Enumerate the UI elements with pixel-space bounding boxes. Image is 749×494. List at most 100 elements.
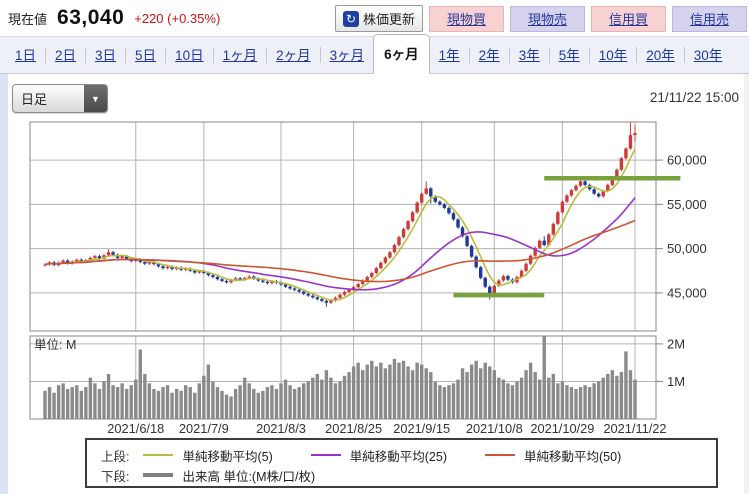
candle-body xyxy=(451,213,456,220)
volume-bar xyxy=(206,364,211,419)
volume-bar xyxy=(315,373,320,419)
tab-separator xyxy=(45,47,47,63)
candle-body xyxy=(301,291,306,294)
candle-body xyxy=(229,280,233,283)
candle-body xyxy=(619,158,624,170)
tab-period-5[interactable]: 1ヶ月 xyxy=(222,48,258,63)
volume-bar xyxy=(47,387,52,419)
volume-bar xyxy=(292,388,297,419)
margin-buy-button[interactable]: 信用買 xyxy=(591,5,666,32)
tab-period-1[interactable]: 2日 xyxy=(55,48,77,63)
volume-bar xyxy=(342,375,347,419)
tab-period-4[interactable]: 10日 xyxy=(175,48,204,63)
volume-bar xyxy=(628,370,633,419)
tab-period-7[interactable]: 3ヶ月 xyxy=(329,48,365,63)
tab-period-11[interactable]: 3年 xyxy=(518,48,540,63)
candle-body xyxy=(233,278,238,281)
chart-type-dropdown[interactable]: 日足 ▼ xyxy=(12,84,108,113)
candle-body xyxy=(106,252,111,256)
volume-bar xyxy=(542,336,546,419)
legend-swatch xyxy=(143,473,174,477)
cash-sell-button[interactable]: 現物売 xyxy=(510,5,585,32)
candle-body xyxy=(410,212,415,222)
volume-bar xyxy=(93,383,97,419)
volume-bar xyxy=(619,372,624,419)
change-amount: +220 xyxy=(134,10,164,26)
cash-buy-button[interactable]: 現物買 xyxy=(429,5,504,32)
candle-body xyxy=(324,300,329,303)
tab-period-9[interactable]: 1年 xyxy=(438,48,460,63)
volume-bar xyxy=(374,366,379,419)
margin-sell-button[interactable]: 信用売 xyxy=(672,5,747,32)
candle-body xyxy=(624,148,628,159)
legend-swatch xyxy=(310,454,341,456)
x-axis-label: 2021/10/29 xyxy=(530,421,594,436)
candle-body xyxy=(256,278,261,281)
candle-body xyxy=(283,284,288,287)
volume-bar xyxy=(351,366,356,419)
volume-bar xyxy=(633,379,637,419)
volume-bar xyxy=(288,385,292,419)
candle-body xyxy=(492,285,497,294)
volume-bar xyxy=(256,392,261,419)
candle-body xyxy=(147,261,152,264)
volume-bar xyxy=(242,377,247,419)
tab-period-15[interactable]: 30年 xyxy=(693,48,723,63)
price-panel-border xyxy=(29,121,657,332)
volume-bar xyxy=(460,368,465,419)
tab-period-10[interactable]: 2年 xyxy=(478,48,500,63)
candle-body xyxy=(424,188,428,194)
candle-body xyxy=(183,268,188,270)
x-axis-label: 2021/6/18 xyxy=(107,421,164,436)
tab-period-0[interactable]: 1日 xyxy=(15,48,37,63)
candle-body xyxy=(297,289,301,292)
volume-bar xyxy=(283,379,288,419)
candle-body xyxy=(202,271,206,273)
candle-body xyxy=(542,240,546,246)
volume-bar xyxy=(147,383,152,419)
volume-bar xyxy=(120,383,124,419)
volume-bar xyxy=(601,377,605,419)
volume-bar xyxy=(97,388,102,419)
volume-bar xyxy=(551,373,556,419)
volume-bar xyxy=(528,362,533,419)
candle-body xyxy=(365,276,369,281)
tab-period-12[interactable]: 5年 xyxy=(558,48,580,63)
chevron-down-icon[interactable]: ▼ xyxy=(84,85,107,112)
volume-bar xyxy=(138,349,143,419)
volume-axis-label: 2M xyxy=(667,336,685,351)
volume-bar xyxy=(111,385,115,419)
legend-item: 単純移動平均(5) xyxy=(143,446,273,465)
candle-body xyxy=(615,169,619,179)
refresh-quote-button[interactable]: ↻ 株価更新 xyxy=(334,5,423,32)
period-tabbar: 1日 2日 3日 5日 10日 1ヶ月 2ヶ月 3ヶ月 6ヶ月 1年 2年 3年 5年 10年 20年 30年 xyxy=(0,34,749,74)
candle-body xyxy=(165,266,170,269)
candle-body xyxy=(97,256,102,259)
volume-bar xyxy=(261,390,265,419)
tab-period-14[interactable]: 20年 xyxy=(646,48,675,63)
candle-body xyxy=(220,279,224,281)
volume-bar xyxy=(615,375,619,419)
candle-body xyxy=(156,264,161,267)
volume-bar xyxy=(220,390,224,419)
candle-body xyxy=(311,295,315,298)
tab-period-3[interactable]: 5日 xyxy=(135,48,157,63)
candle-body xyxy=(111,252,115,255)
volume-bar xyxy=(165,385,170,419)
x-axis-label: 2021/10/8 xyxy=(466,421,523,436)
candle-body xyxy=(596,193,601,197)
volume-bar xyxy=(397,362,401,419)
volume-bar xyxy=(265,387,270,419)
tab-separator xyxy=(319,47,321,63)
tab-period-6[interactable]: 2ヶ月 xyxy=(276,48,311,63)
candle-body xyxy=(547,234,551,246)
tab-period-8[interactable]: 6ヶ月 xyxy=(373,34,430,74)
price-change: +220 (+0.35%) xyxy=(134,11,220,26)
tab-period-13[interactable]: 10年 xyxy=(598,48,628,63)
y-axis-label: 45,000 xyxy=(667,285,707,300)
candle-body xyxy=(288,286,292,289)
volume-bar xyxy=(469,364,474,419)
tab-period-2[interactable]: 3日 xyxy=(95,48,117,63)
